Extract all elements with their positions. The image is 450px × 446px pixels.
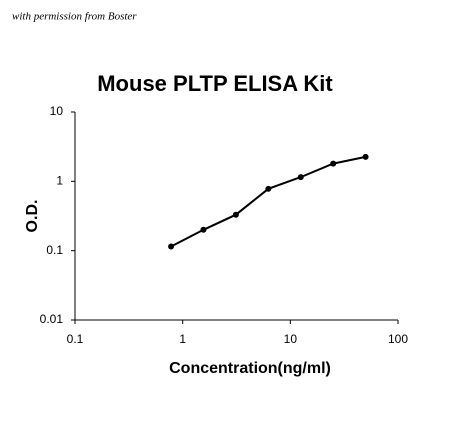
data-point (200, 226, 207, 233)
x-tick-label: 10 (284, 332, 298, 346)
x-axis-label: Concentration(ng/ml) (169, 360, 331, 377)
watermark: with permission from Boster (12, 11, 137, 23)
data-point (232, 211, 239, 218)
data-point (168, 243, 175, 250)
data-point (362, 153, 369, 160)
y-tick-label: 0.01 (40, 312, 64, 326)
data-point (297, 174, 304, 181)
chart-title: Mouse PLTP ELISA Kit (97, 71, 333, 96)
y-tick-label: 0.1 (46, 243, 63, 257)
x-tick-label: 1 (179, 332, 186, 346)
x-tick-label: 100 (388, 332, 408, 346)
x-tick-label: 0.1 (67, 332, 84, 346)
y-tick-label: 10 (50, 104, 64, 118)
y-axis-label: O.D. (24, 200, 41, 233)
data-line (170, 155, 366, 248)
data-point (265, 185, 272, 192)
data-point (330, 160, 337, 167)
y-tick-label: 1 (56, 174, 63, 188)
